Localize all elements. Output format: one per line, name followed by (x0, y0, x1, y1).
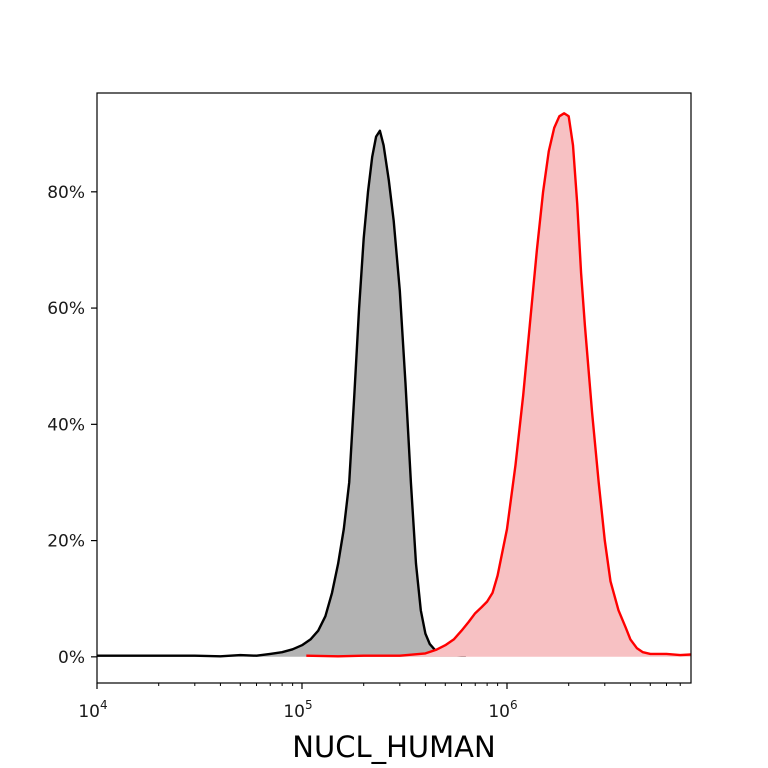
y-axis: 0% 20% 40% 60% 80% (47, 183, 97, 668)
series-1-line (97, 129, 466, 658)
y-tick-label-4: 60% (47, 299, 85, 319)
series-1-fill (97, 130, 466, 657)
x-tick-label-2: 105 (283, 698, 312, 722)
y-tick-label-5: 80% (47, 183, 85, 203)
y-tick-label-2: 20% (47, 532, 85, 552)
y-tick-label-3: 40% (47, 415, 85, 435)
series-2-fill (306, 113, 691, 657)
series-layer (97, 112, 692, 658)
x-axis: 104 105 106 (78, 683, 681, 722)
x-axis-title: NUCL_HUMAN (292, 730, 495, 764)
y-tick-label-1: 0% (58, 648, 85, 668)
x-tick-label-3: 106 (488, 698, 517, 722)
x-tick-label-1: 104 (78, 698, 107, 722)
plot-frame (96, 92, 692, 684)
series-2-line (306, 112, 692, 658)
